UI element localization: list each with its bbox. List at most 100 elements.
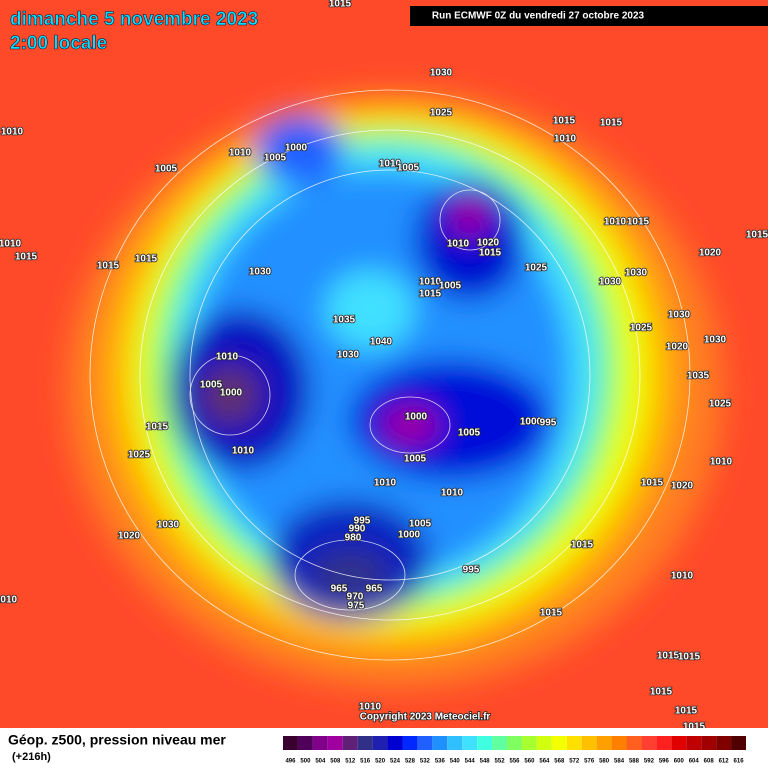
legend-lead: (+216h)	[12, 751, 51, 763]
isobar-label: 1015	[419, 289, 442, 300]
isobar-label: 1005	[409, 519, 432, 530]
isobar-label: 965	[366, 584, 383, 595]
isobar-label: 1030	[668, 310, 691, 321]
level-label: 528	[405, 759, 416, 765]
isobar-label: 995	[354, 516, 371, 527]
level-label: 548	[480, 759, 491, 765]
isobar-label: 990	[349, 524, 366, 535]
level-label: 532	[420, 759, 431, 765]
level-label: 552	[495, 759, 506, 765]
level-label: 500	[300, 759, 311, 765]
isobar-label: 1030	[625, 268, 648, 279]
isobar-label: 1015	[627, 217, 650, 228]
colorbar: 496 500 504 508 512 516 520 524 528 532 536 540 544 5…	[283, 736, 746, 765]
isobar-label: 1015	[97, 261, 120, 272]
isobar-label: 1015	[600, 118, 623, 129]
color-swatch	[581, 736, 597, 750]
level-label: 496	[285, 759, 296, 765]
isobar-label: 995	[463, 565, 480, 576]
isobar-label: 1000	[405, 412, 428, 423]
color-swatch	[492, 736, 508, 750]
level-label: 524	[390, 759, 401, 765]
isobar-label: 1000	[285, 143, 308, 154]
isobar-label: 1030	[157, 520, 180, 531]
isobar-label: 1005	[397, 163, 420, 174]
level-label: 592	[644, 759, 655, 765]
level-label: 504	[315, 759, 326, 765]
isobar-label: 1010	[604, 217, 627, 228]
isobar-label: 1020	[666, 342, 689, 353]
isobar-label: 1015	[675, 706, 698, 717]
level-label: 616	[734, 759, 745, 765]
isobar-label: 1015	[657, 651, 680, 662]
isobar-label: 1015	[650, 687, 673, 698]
isobar-label: 1020	[118, 531, 141, 542]
color-swatch	[327, 736, 343, 750]
isobar-label: 1010	[359, 702, 382, 713]
isobar-label: 1035	[333, 315, 356, 326]
level-label: 596	[659, 759, 670, 765]
isobar-label: 1040	[370, 337, 393, 348]
color-swatch	[641, 736, 657, 750]
level-label: 564	[539, 759, 550, 765]
isobar-label: 1010	[441, 488, 464, 499]
isobar-label: 1030	[249, 267, 272, 278]
level-label: 544	[465, 759, 476, 765]
color-swatch	[731, 736, 746, 750]
isobar-label: 1015	[479, 248, 502, 259]
color-swatch	[477, 736, 493, 750]
isobar-label: 1015	[15, 252, 38, 263]
isobar-label: 1025	[709, 399, 732, 410]
level-label: 576	[584, 759, 595, 765]
level-label: 512	[345, 759, 356, 765]
color-swatch	[507, 736, 522, 750]
isobar-label: 1005	[200, 380, 223, 391]
isobar-label: 1020	[477, 238, 500, 249]
color-swatch	[551, 736, 567, 750]
isobar-label: 1010	[379, 159, 402, 170]
isobar-label: 1025	[630, 323, 653, 334]
isobar-label: 995	[540, 418, 557, 429]
isobar-label: 1015	[678, 652, 701, 663]
color-swatch	[462, 736, 478, 750]
isobar-label: 1030	[430, 68, 453, 79]
color-swatch	[716, 736, 732, 750]
color-swatch	[297, 736, 313, 750]
color-swatch	[626, 736, 642, 750]
isobar-label: 1015	[571, 540, 594, 551]
level-label: 588	[629, 759, 640, 765]
isobar-label: 1005	[264, 153, 287, 164]
isobar-label: 1015	[329, 0, 352, 10]
map	[0, 0, 768, 728]
color-swatch	[656, 736, 672, 750]
color-swatch	[566, 736, 582, 750]
color-swatch	[417, 736, 433, 750]
isobar-label: 1000	[220, 388, 243, 399]
level-label: 556	[509, 759, 520, 765]
color-swatch	[402, 736, 418, 750]
level-label: 508	[330, 759, 341, 765]
isobar-label: 1025	[430, 108, 453, 119]
color-swatch	[536, 736, 552, 750]
isobar-label: 1020	[671, 481, 694, 492]
color-swatch	[342, 736, 358, 750]
isobar-label: 1035	[687, 371, 710, 382]
isobar-label: 1000	[398, 530, 421, 541]
isobar-label: 1010	[554, 134, 577, 145]
isobar-label: 1030	[704, 335, 727, 346]
level-label: 572	[569, 759, 580, 765]
level-label: 520	[375, 759, 386, 765]
isobar-label: 1030	[337, 350, 360, 361]
color-swatch	[283, 736, 298, 750]
isobar-label: 1010	[374, 478, 397, 489]
isobar-label: 1015	[146, 422, 169, 433]
isobar-label: 1025	[525, 263, 548, 274]
color-swatch	[372, 736, 388, 750]
color-swatch	[432, 736, 448, 750]
color-swatch	[387, 736, 403, 750]
isobar-label: 1010	[0, 595, 18, 606]
isobar-label: 1010	[671, 571, 694, 582]
isobar-label: 1010	[216, 352, 239, 363]
level-label: 560	[524, 759, 535, 765]
isobar-label: 965	[331, 584, 348, 595]
